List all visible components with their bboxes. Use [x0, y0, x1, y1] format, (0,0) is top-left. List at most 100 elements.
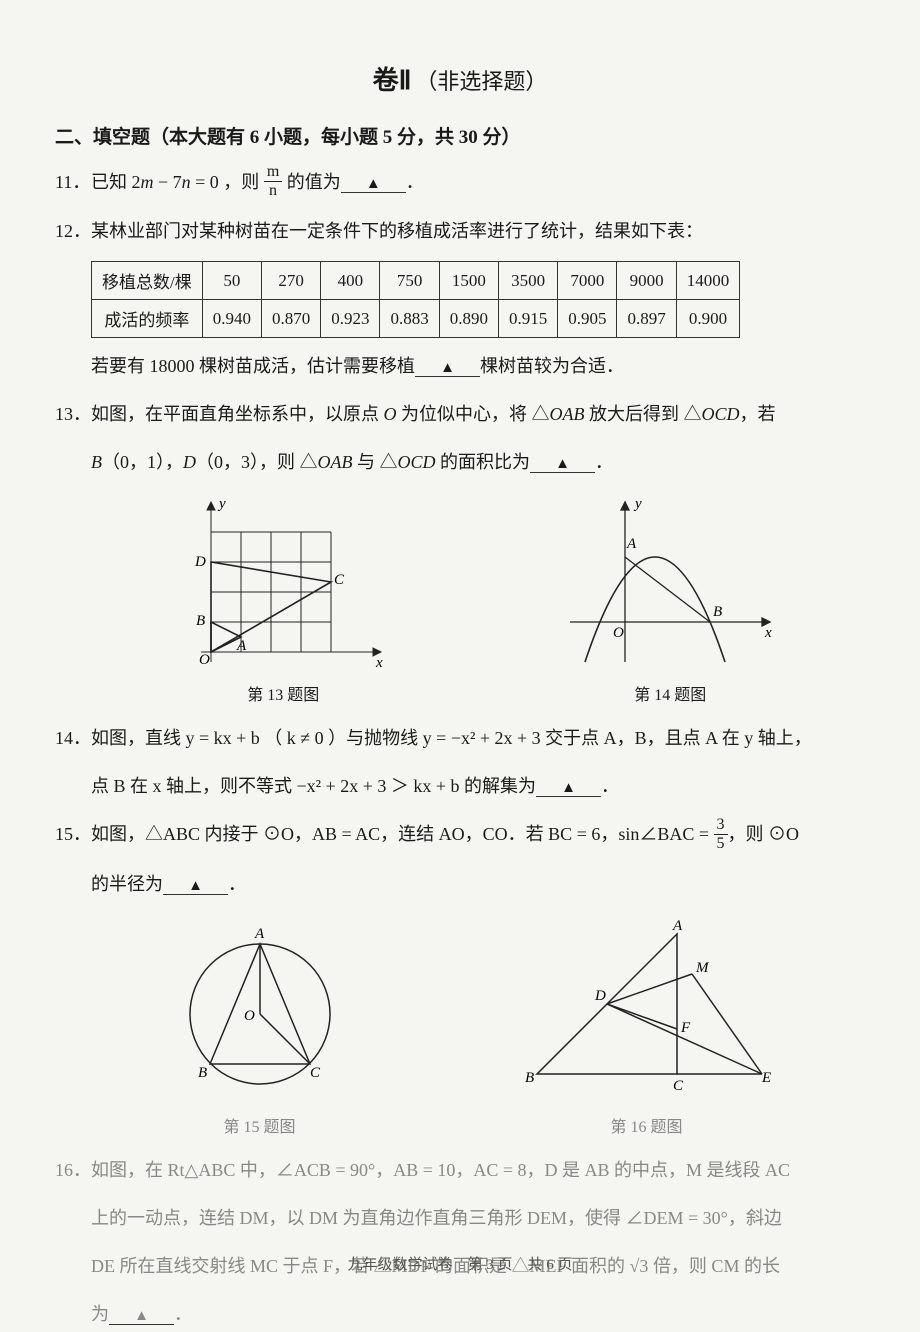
table-cell: 0.923 [321, 300, 380, 338]
table-cell: 0.905 [558, 300, 617, 338]
q13-l1e: 放大后得到 △ [585, 404, 702, 424]
fig13-svg: O A B C D x y [171, 492, 396, 672]
q16-line1: 如图，在 Rt△ABC 中，∠ACB = 90°，AB = 10，AC = 8，… [91, 1160, 790, 1180]
fig15-label-B: B [198, 1065, 207, 1081]
blank-marker-icon: ▲ [366, 176, 381, 192]
table-cell: 270 [261, 262, 320, 300]
fig16-svg: A B C D E F M [497, 914, 797, 1104]
q13-line2: B（0，1），D（0，3），则 △OAB 与 △OCD 的面积比为▲． [55, 444, 865, 480]
question-14: 14．如图，直线 y = kx + b （ k ≠ 0 ）与抛物线 y = −x… [55, 720, 865, 756]
fig16-label-E: E [761, 1070, 771, 1086]
fig15-label-C: C [310, 1065, 321, 1081]
q15-l1-pre: 如图，△ABC 内接于 ⊙O，AB = AC，连结 AO，CO．若 BC = 6… [91, 824, 714, 844]
title-sub: （非选择题） [415, 69, 547, 94]
blank-marker-icon: ▲ [561, 780, 576, 796]
page-title: 卷Ⅱ （非选择题） [55, 60, 865, 97]
q11-text-2: − 7 [154, 172, 182, 192]
q13-q14-figures: O A B C D x y 第 13 题图 O A B x y 第 14 [91, 492, 865, 705]
table-cell: 14000 [676, 262, 740, 300]
q12-row1-label: 移植总数/棵 [92, 262, 203, 300]
q12-after-post: 棵树苗较为合适． [480, 356, 624, 376]
table-cell: 400 [321, 262, 380, 300]
fig16-label-B: B [525, 1070, 534, 1086]
q12-row2-label: 成活的频率 [92, 300, 203, 338]
question-15: 15．如图，△ABC 内接于 ⊙O，AB = AC，连结 AO，CO．若 BC … [55, 816, 865, 853]
q12-table: 移植总数/棵 50 270 400 750 1500 3500 7000 900… [91, 261, 740, 338]
fig13-label-O: O [199, 652, 210, 668]
fig13-label-D: D [194, 554, 206, 570]
q16-line4: 为 ▲ ． [55, 1296, 865, 1332]
fig13-caption: 第 13 题图 [171, 681, 396, 705]
fig16-label-C: C [673, 1078, 684, 1094]
q13-l2h: 的面积比为 [436, 452, 531, 472]
figure-13: O A B C D x y 第 13 题图 [171, 492, 396, 705]
question-11: 11．已知 2m − 7n = 0 ，则 mn 的值为▲． [55, 164, 865, 201]
fig14-label-y: y [633, 496, 642, 512]
q16-blank: ▲ [109, 1305, 174, 1325]
q13-l2d: （0，3），则 △ [196, 452, 318, 472]
q14-line2: 点 B 在 x 轴上，则不等式 −x² + 2x + 3 ＞ kx + b 的解… [55, 768, 865, 804]
q12-blank: ▲ [415, 357, 480, 377]
q14-blank: ▲ [536, 777, 601, 797]
q13-tail: ． [595, 452, 613, 472]
q11-text-1: 已知 2 [91, 172, 141, 192]
fig16-label-A: A [672, 918, 683, 934]
fig16-caption: 第 16 题图 [497, 1113, 797, 1137]
table-cell: 0.915 [498, 300, 557, 338]
q12-text: 某林业部门对某种树苗在一定条件下的移植成活率进行了统计，结果如下表： [91, 221, 703, 241]
q15-line2: 的半径为▲． [55, 866, 865, 902]
fig16-label-D: D [594, 988, 606, 1004]
blank-marker-icon: ▲ [188, 878, 203, 894]
question-13: 13．如图，在平面直角坐标系中，以原点 O 为位似中心，将 △OAB 放大后得到… [55, 396, 865, 432]
table-cell: 1500 [439, 262, 498, 300]
q11-var-n: n [182, 172, 191, 192]
table-row: 移植总数/棵 50 270 400 750 1500 3500 7000 900… [92, 262, 740, 300]
q14-tail: ． [601, 776, 619, 796]
fig15-label-O: O [244, 1008, 255, 1024]
q13-OAB2: OAB [318, 452, 353, 472]
table-cell: 7000 [558, 262, 617, 300]
table-cell: 0.870 [261, 300, 320, 338]
q16-number: 16． [55, 1152, 91, 1188]
fig14-label-O: O [613, 625, 624, 641]
fig13-label-A: A [236, 638, 247, 654]
q11-text-3: = 0 ，则 [191, 172, 264, 192]
q13-blank: ▲ [530, 453, 595, 473]
q14-number: 14． [55, 720, 91, 756]
question-12: 12．某林业部门对某种树苗在一定条件下的移植成活率进行了统计，结果如下表： [55, 213, 865, 249]
q13-D: D [183, 452, 196, 472]
q14-l2-pre: 点 B 在 x 轴上，则不等式 −x² + 2x + 3 ＞ kx + b 的解… [91, 776, 536, 796]
q15-l2-pre: 的半径为 [91, 874, 163, 894]
q13-l1a: 如图，在平面直角坐标系中，以原点 [91, 404, 384, 424]
fig14-svg: O A B x y [555, 492, 785, 672]
blank-marker-icon: ▲ [134, 1308, 149, 1324]
fig13-label-B: B [196, 613, 205, 629]
q11-tail: ． [406, 172, 424, 192]
fig15-svg: A B C O [160, 914, 360, 1104]
fig14-label-x: x [764, 625, 772, 641]
section-header: 二、填空题（本大题有 6 小题，每小题 5 分，共 30 分） [55, 122, 865, 149]
fig13-label-C: C [334, 572, 345, 588]
q13-l2b: （0，1）， [102, 452, 183, 472]
fig15-caption: 第 15 题图 [160, 1113, 360, 1137]
q15-number: 15． [55, 816, 91, 852]
table-cell: 3500 [498, 262, 557, 300]
q16-tail: ． [174, 1304, 192, 1324]
q16-line2: 上的一动点，连结 DM，以 DM 为直角边作直角三角形 DEM，使得 ∠DEM … [55, 1200, 865, 1236]
table-cell: 9000 [617, 262, 676, 300]
table-cell: 0.900 [676, 300, 740, 338]
q16-l4-pre: 为 [91, 1304, 109, 1324]
table-cell: 0.890 [439, 300, 498, 338]
q13-B: B [91, 452, 102, 472]
q11-fraction: mn [264, 164, 282, 199]
q11-text-4: 的值为 [282, 172, 341, 192]
page-footer: 九年级数学试卷 第 3 页 共 6 页 [0, 1253, 920, 1274]
q15-l1-post: ，则 ⊙O [728, 824, 800, 844]
figure-14: O A B x y 第 14 题图 [555, 492, 785, 705]
figure-16: A B C D E F M 第 16 题图 [497, 914, 797, 1137]
q12-number: 12． [55, 213, 91, 249]
q16-l2: 上的一动点，连结 DM，以 DM 为直角边作直角三角形 DEM，使得 ∠DEM … [91, 1208, 782, 1228]
q15-blank: ▲ [163, 875, 228, 895]
title-main: 卷Ⅱ [373, 66, 412, 95]
q13-OAB: OAB [550, 404, 585, 424]
